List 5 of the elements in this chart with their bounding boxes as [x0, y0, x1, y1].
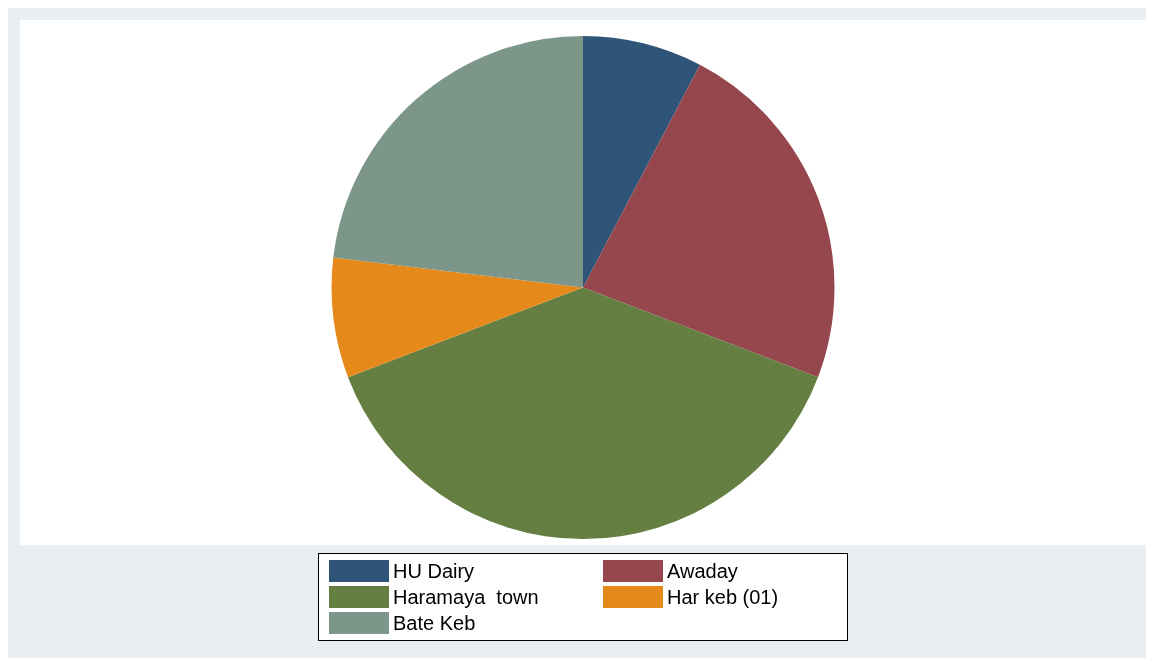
- legend-label: Bate Keb: [393, 612, 477, 634]
- legend-label: Awaday: [667, 560, 739, 582]
- legend-label: Haramaya town: [393, 586, 540, 608]
- legend-label: Har keb (01): [667, 586, 780, 608]
- legend-label: HU Dairy: [393, 560, 476, 582]
